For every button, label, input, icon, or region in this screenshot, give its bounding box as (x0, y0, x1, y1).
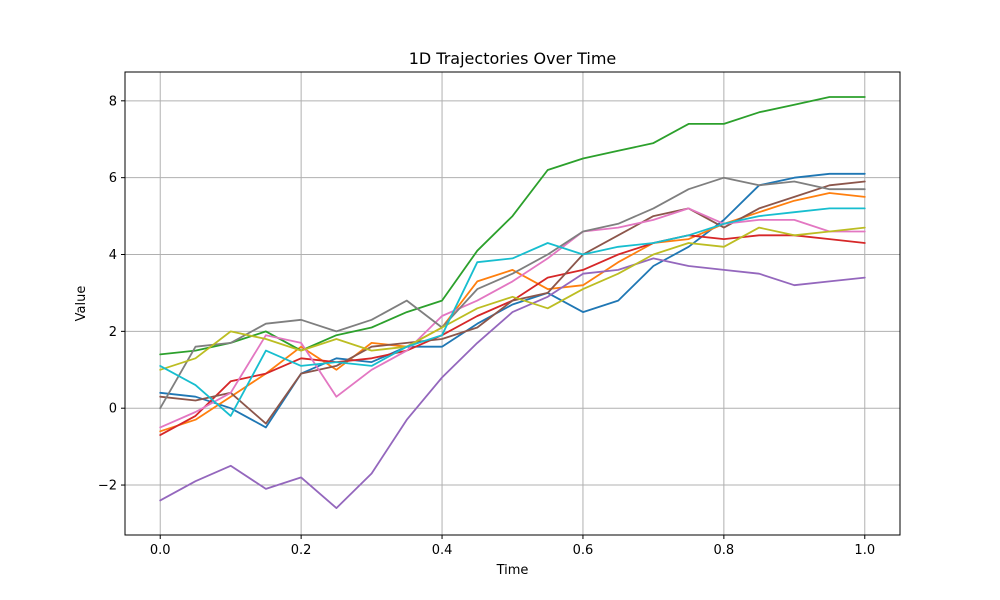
x-tick-label: 0.0 (150, 543, 171, 558)
series-line-8 (159, 176, 866, 410)
series-line-5 (159, 257, 866, 510)
series-line-7 (159, 207, 866, 429)
y-tick-label: 4 (109, 248, 117, 263)
grid-lines (125, 72, 900, 535)
x-tick-label: 0.4 (432, 543, 453, 558)
series-line-1 (159, 172, 866, 429)
y-axis-label: Value (74, 286, 89, 322)
y-tick-label: −2 (98, 479, 117, 494)
x-tick-label: 1.0 (854, 543, 875, 558)
chart-title: 1D Trajectories Over Time (409, 49, 617, 68)
series-line-9 (159, 226, 866, 371)
y-tick-label: 2 (109, 325, 117, 340)
series-line-10 (159, 207, 866, 417)
y-tick-label: 8 (109, 94, 117, 109)
y-tick-label: 0 (109, 402, 117, 417)
x-tick-label: 0.2 (291, 543, 312, 558)
x-tick-label: 0.6 (573, 543, 594, 558)
y-tick-label: 6 (109, 171, 117, 186)
x-axis-label: Time (496, 563, 529, 578)
series-line-2 (159, 192, 866, 433)
y-axis: −2 0 2 4 6 8 (98, 94, 125, 494)
series-line-6 (159, 180, 866, 425)
x-axis: 0.0 0.2 0.4 0.6 0.8 1.0 (150, 535, 875, 558)
plot-frame (124, 71, 901, 536)
x-tick-label: 0.8 (714, 543, 735, 558)
series-layer (159, 96, 866, 510)
